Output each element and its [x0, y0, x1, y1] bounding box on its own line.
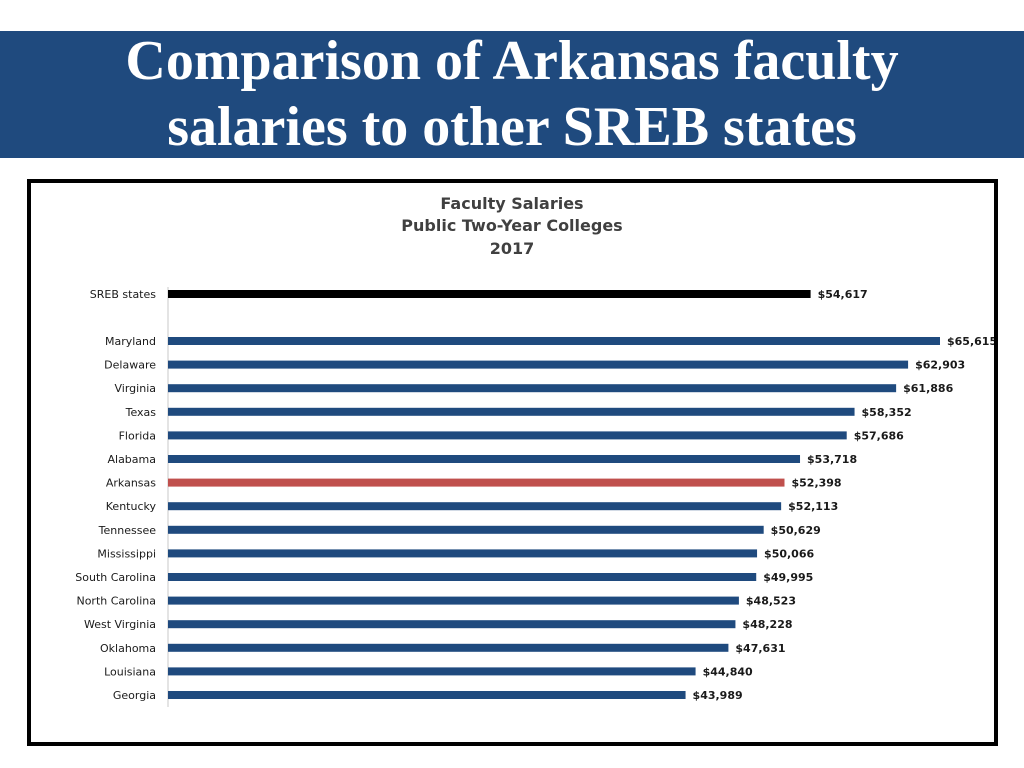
bar-row-maryland: Maryland $65,615 [105, 335, 994, 348]
value-label-delaware: $62,903 [915, 359, 965, 372]
title-banner [0, 31, 1024, 158]
value-label-texas: $58,352 [862, 406, 912, 419]
chart-title: Faculty Salaries Public Two-Year Colleges… [401, 194, 622, 258]
bar-arkansas [168, 478, 785, 487]
bar-oklahoma [168, 643, 729, 652]
category-label-virginia: Virginia [115, 382, 156, 395]
bar-louisiana [168, 667, 696, 676]
category-label-delaware: Delaware [104, 359, 156, 372]
value-label-mississippi: $50,066 [764, 547, 814, 560]
bar-row-mississippi: Mississippi $50,066 [97, 547, 814, 560]
bar-row-delaware: Delaware $62,903 [104, 359, 965, 372]
value-label-arkansas: $52,398 [791, 477, 841, 490]
chart-title-line-2: Public Two-Year Colleges [401, 216, 622, 235]
slide-title-line-1: Comparison of Arkansas faculty [125, 30, 899, 92]
bar-maryland [168, 337, 940, 345]
category-label-mississippi: Mississippi [97, 547, 156, 560]
bar-row-georgia: Georgia $43,989 [113, 689, 743, 702]
bar-row-west-virginia: West Virginia $48,228 [84, 618, 793, 631]
value-label-north-carolina: $48,523 [746, 595, 796, 608]
chart-title-line-3: 2017 [490, 239, 535, 258]
bar-row-sreb-states: SREB states $54,617 [90, 288, 868, 301]
bar-south-carolina [168, 573, 757, 581]
category-label-georgia: Georgia [113, 689, 156, 702]
bar-kentucky [168, 502, 782, 511]
value-label-oklahoma: $47,631 [735, 642, 785, 655]
bar-row-south-carolina: South Carolina $49,995 [75, 571, 813, 584]
bar-mississippi [168, 549, 758, 558]
bar-row-tennessee: Tennessee $50,629 [98, 524, 821, 537]
value-label-florida: $57,686 [854, 429, 904, 442]
bar-west-virginia [168, 620, 736, 629]
value-label-sreb-states: $54,617 [818, 288, 868, 301]
category-label-west-virginia: West Virginia [84, 618, 156, 631]
value-label-west-virginia: $48,228 [742, 618, 792, 631]
bar-sreb-states [168, 290, 811, 298]
category-label-kentucky: Kentucky [106, 500, 157, 513]
category-label-arkansas: Arkansas [106, 477, 156, 490]
chart-title-line-1: Faculty Salaries [440, 194, 583, 213]
bar-row-oklahoma: Oklahoma $47,631 [100, 642, 786, 655]
category-label-oklahoma: Oklahoma [100, 642, 156, 655]
bar-north-carolina [168, 596, 739, 605]
bar-alabama [168, 455, 801, 463]
category-label-texas: Texas [125, 406, 157, 419]
bar-row-alabama: Alabama $53,718 [107, 453, 857, 466]
category-label-north-carolina: North Carolina [76, 595, 156, 608]
bars: SREB states $54,617 Maryland $65,615 Delawar… [75, 288, 994, 702]
category-label-louisiana: Louisiana [104, 665, 156, 678]
slide-title: Comparison of Arkansas faculty salaries … [0, 28, 1024, 160]
chart-frame: Faculty Salaries Public Two-Year Colleges… [27, 179, 998, 746]
bar-delaware [168, 360, 909, 369]
bar-georgia [168, 691, 686, 699]
bar-row-texas: Texas $58,352 [125, 406, 912, 419]
category-label-tennessee: Tennessee [98, 524, 157, 537]
bar-virginia [168, 384, 897, 393]
category-label-south-carolina: South Carolina [75, 571, 156, 584]
bar-row-virginia: Virginia $61,886 [115, 382, 954, 395]
value-label-alabama: $53,718 [807, 453, 857, 466]
category-label-florida: Florida [119, 429, 156, 442]
value-label-louisiana: $44,840 [703, 665, 753, 678]
bar-texas [168, 407, 855, 416]
bar-row-arkansas: Arkansas $52,398 [106, 477, 842, 490]
category-label-sreb-states: SREB states [90, 288, 156, 301]
slide-title-line-2: salaries to other SREB states [167, 96, 857, 158]
value-label-maryland: $65,615 [947, 335, 994, 348]
value-label-georgia: $43,989 [693, 689, 743, 702]
bar-tennessee [168, 525, 764, 534]
value-label-kentucky: $52,113 [788, 500, 838, 513]
faculty-salaries-chart: Faculty Salaries Public Two-Year Colleges… [75, 194, 994, 707]
category-label-maryland: Maryland [105, 335, 156, 348]
bar-row-louisiana: Louisiana $44,840 [104, 665, 753, 678]
value-label-virginia: $61,886 [903, 382, 953, 395]
bar-row-florida: Florida $57,686 [119, 429, 905, 442]
bar-row-north-carolina: North Carolina $48,523 [76, 595, 796, 608]
category-label-alabama: Alabama [107, 453, 156, 466]
value-label-south-carolina: $49,995 [763, 571, 813, 584]
value-label-tennessee: $50,629 [771, 524, 821, 537]
bar-florida [168, 431, 847, 440]
bar-row-kentucky: Kentucky $52,113 [106, 500, 838, 513]
